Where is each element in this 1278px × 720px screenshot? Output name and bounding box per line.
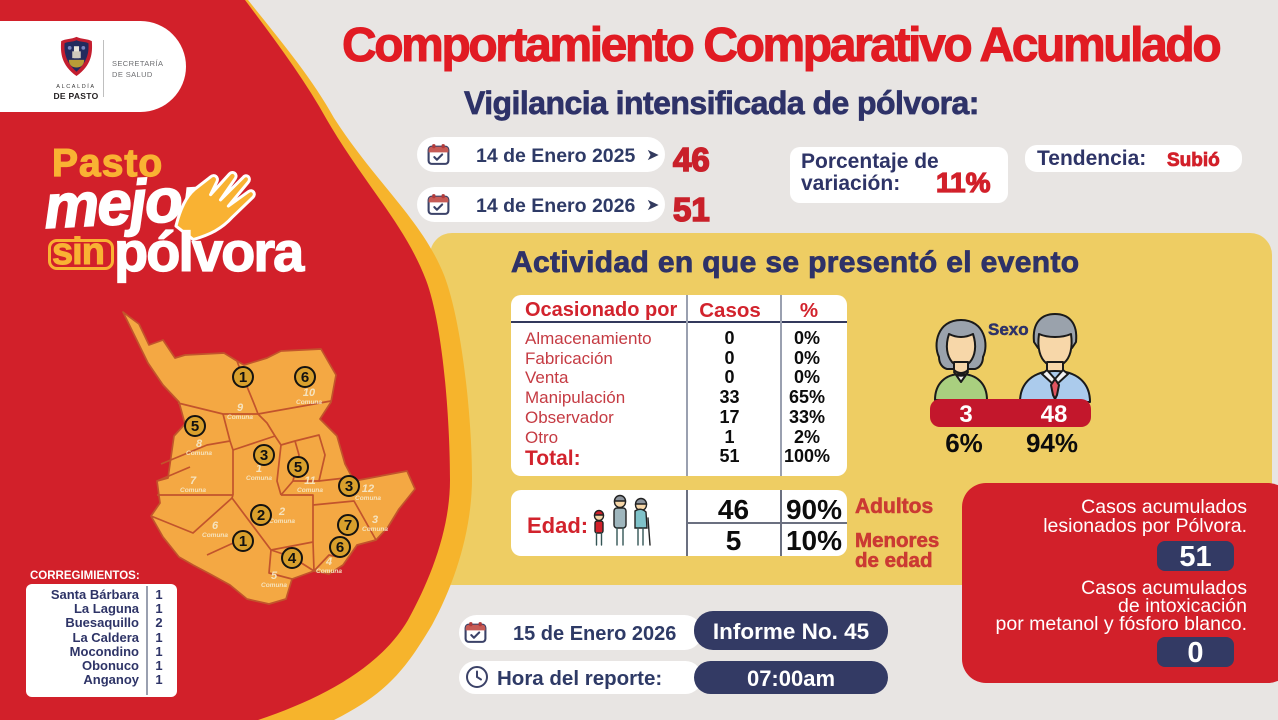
svg-text:Comuna: Comuna xyxy=(297,487,323,494)
svg-text:7: 7 xyxy=(190,475,197,487)
svg-text:7: 7 xyxy=(344,517,352,534)
svg-text:5: 5 xyxy=(294,459,302,476)
svg-text:6: 6 xyxy=(336,539,344,556)
svg-text:Comuna: Comuna xyxy=(246,475,272,482)
svg-text:Comuna: Comuna xyxy=(296,399,322,406)
svg-text:Comuna: Comuna xyxy=(269,518,295,525)
svg-text:5: 5 xyxy=(271,570,278,582)
svg-text:4: 4 xyxy=(288,550,297,567)
svg-text:5: 5 xyxy=(191,418,199,435)
svg-text:Comuna: Comuna xyxy=(202,532,228,539)
svg-text:3: 3 xyxy=(345,478,353,495)
svg-text:Comuna: Comuna xyxy=(227,414,253,421)
svg-text:Comuna: Comuna xyxy=(180,487,206,494)
svg-text:Comuna: Comuna xyxy=(355,495,381,502)
svg-text:12: 12 xyxy=(362,483,374,495)
svg-text:1: 1 xyxy=(239,369,247,386)
svg-text:2: 2 xyxy=(278,506,285,518)
svg-text:4: 4 xyxy=(325,556,332,568)
svg-text:2: 2 xyxy=(257,507,265,524)
svg-text:11: 11 xyxy=(304,475,315,487)
svg-text:8: 8 xyxy=(196,438,203,450)
svg-text:3: 3 xyxy=(372,514,378,526)
svg-text:Comuna: Comuna xyxy=(186,450,212,457)
svg-text:6: 6 xyxy=(301,369,309,386)
svg-text:Comuna: Comuna xyxy=(362,526,388,533)
svg-text:10: 10 xyxy=(303,387,316,399)
svg-text:6: 6 xyxy=(212,520,219,532)
svg-text:Comuna: Comuna xyxy=(261,582,287,589)
svg-text:Comuna: Comuna xyxy=(316,568,342,575)
svg-text:1: 1 xyxy=(239,533,247,550)
svg-text:9: 9 xyxy=(237,402,244,414)
svg-text:3: 3 xyxy=(260,447,268,464)
svg-text:1: 1 xyxy=(256,463,262,475)
